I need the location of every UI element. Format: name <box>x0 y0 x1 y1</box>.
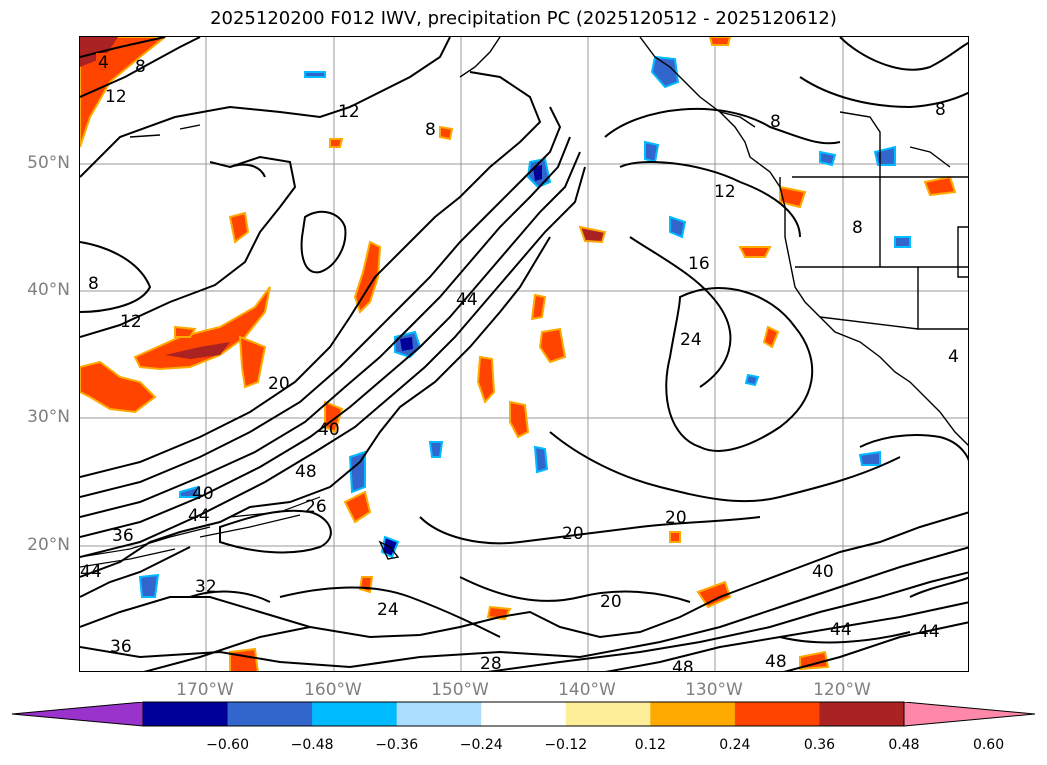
lat-label-40n: 40°N <box>27 280 70 300</box>
contour-label: 44 <box>918 622 940 642</box>
contour-label: 36 <box>112 526 134 546</box>
colorbar-cell <box>734 702 820 726</box>
colorbar-tick-label: −0.12 <box>544 737 588 753</box>
contour-label: 20 <box>600 592 622 612</box>
map-title: 2025120200 F012 IWV, precipitation PC (2… <box>210 8 837 29</box>
contour-label: 48 <box>295 462 317 482</box>
lon-label-130w: 130°W <box>685 680 743 700</box>
iwv-contours <box>80 37 968 671</box>
colorbar-tick-label: −0.48 <box>290 737 334 753</box>
colorbar-tick-label: 0.60 <box>972 737 1005 753</box>
colorbar-tick-label: −0.24 <box>459 737 503 753</box>
contour-label: 8 <box>135 57 146 77</box>
lon-label-170w: 170°W <box>176 680 234 700</box>
colorbar-extend-high <box>904 702 1035 726</box>
colorbar-cell <box>227 702 313 726</box>
contour-label: 8 <box>852 218 863 238</box>
lat-label-50n: 50°N <box>27 153 70 173</box>
colorbar-cells <box>12 702 1035 726</box>
contour-label: 44 <box>80 562 102 582</box>
colorbar-extend-low <box>12 702 143 726</box>
contour-label: 40 <box>318 420 340 440</box>
colorbar-cell <box>650 702 736 726</box>
colorbar-cell <box>396 702 482 726</box>
contour-label: 40 <box>192 484 214 504</box>
contour-label: 24 <box>680 330 702 350</box>
colorbar-cell <box>143 702 229 726</box>
map-panel: 4 8 12 12 8 8 8 8 12 16 8 12 24 44 20 40… <box>79 36 969 672</box>
contour-label: 40 <box>812 562 834 582</box>
contour-label: 12 <box>105 87 127 107</box>
contour-label: 12 <box>714 182 736 202</box>
contour-label: 24 <box>377 600 399 620</box>
contour-label: 26 <box>305 497 327 517</box>
colorbar-cell <box>481 702 567 726</box>
contour-label: 4 <box>98 53 109 73</box>
contour-label: 28 <box>480 654 502 672</box>
contour-label: 16 <box>688 254 710 274</box>
lat-label-20n: 20°N <box>27 535 70 555</box>
contour-label: 8 <box>770 112 781 132</box>
contour-labels: 4 8 12 12 8 8 8 8 12 16 8 12 24 44 20 40… <box>80 53 959 672</box>
lon-label-140w: 140°W <box>558 680 616 700</box>
contour-label: 20 <box>665 508 687 528</box>
coastlines <box>129 37 968 560</box>
colorbar-cell <box>819 702 905 726</box>
colorbar-tick-label: −0.60 <box>206 737 249 753</box>
colorbar-cell <box>565 702 651 726</box>
lon-label-160w: 160°W <box>304 680 362 700</box>
contour-label: 12 <box>338 102 360 122</box>
contour-label: 48 <box>672 658 694 672</box>
contour-label: 48 <box>765 652 787 672</box>
contour-label: 44 <box>830 620 852 640</box>
contour-label: 36 <box>110 637 132 657</box>
colorbar-tick-label: 0.24 <box>719 737 751 753</box>
colorbar-tick-label: 0.48 <box>888 737 920 753</box>
contour-label: 44 <box>456 290 478 310</box>
contour-label: 44 <box>188 506 210 526</box>
contour-label: 20 <box>562 524 584 544</box>
map-svg: 4 8 12 12 8 8 8 8 12 16 8 12 24 44 20 40… <box>80 37 968 672</box>
colorbar-cell <box>312 702 398 726</box>
lat-label-30n: 30°N <box>27 407 70 427</box>
colorbar <box>11 701 1036 727</box>
contour-label: 8 <box>935 100 946 120</box>
contour-label: 20 <box>268 374 290 394</box>
iwv-fine-contours <box>80 496 321 568</box>
colorbar-tick-label: 0.36 <box>803 737 836 753</box>
lon-label-120w: 120°W <box>813 680 871 700</box>
contour-label: 32 <box>195 577 217 597</box>
contour-label: 12 <box>120 312 142 332</box>
colorbar-tick-label: −0.36 <box>375 737 419 753</box>
colorbar-tick-label: 0.12 <box>634 737 666 753</box>
contour-label: 4 <box>948 347 959 367</box>
contour-label: 8 <box>425 120 436 140</box>
lon-label-150w: 150°W <box>431 680 489 700</box>
contour-label: 8 <box>88 274 99 294</box>
